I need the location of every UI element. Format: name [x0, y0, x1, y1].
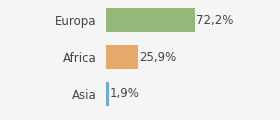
- Bar: [106, 82, 109, 106]
- Text: 1,9%: 1,9%: [110, 87, 140, 100]
- Text: 25,9%: 25,9%: [139, 51, 177, 63]
- Bar: [106, 45, 138, 69]
- Text: 72,2%: 72,2%: [196, 14, 234, 27]
- Bar: [106, 8, 195, 32]
